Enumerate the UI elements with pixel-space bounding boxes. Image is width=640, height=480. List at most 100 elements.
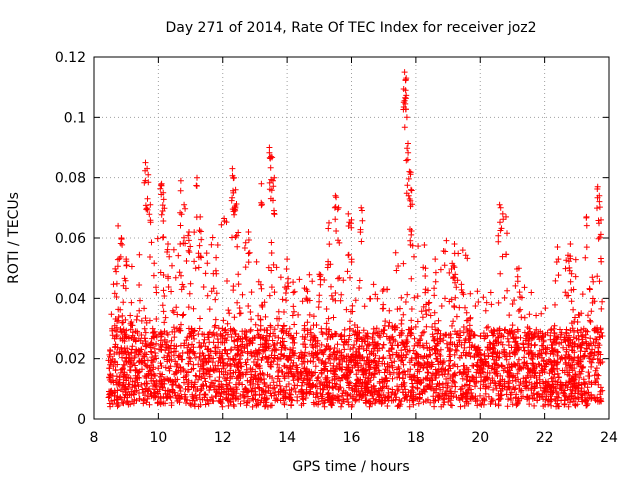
data-point — [236, 305, 243, 311]
data-point — [568, 298, 575, 305]
data-point — [398, 320, 405, 327]
data-point — [187, 280, 194, 287]
data-point — [427, 399, 434, 406]
data-point — [596, 198, 603, 205]
data-point — [200, 284, 207, 290]
data-point — [216, 368, 223, 375]
data-point — [304, 297, 311, 304]
data-point — [399, 357, 406, 364]
data-point — [337, 377, 344, 384]
data-point — [387, 340, 394, 346]
data-point — [402, 299, 409, 305]
data-point — [157, 185, 164, 192]
data-point — [345, 379, 351, 386]
data-point — [221, 339, 228, 346]
data-point — [259, 341, 266, 348]
data-point — [403, 190, 410, 197]
data-point — [536, 372, 543, 379]
data-point — [122, 316, 129, 323]
data-point — [541, 385, 548, 392]
data-point — [452, 271, 459, 278]
data-point — [494, 350, 501, 357]
data-point — [404, 368, 411, 374]
data-point — [316, 380, 323, 387]
data-point — [201, 375, 208, 382]
data-point — [272, 333, 278, 339]
data-point — [271, 210, 278, 217]
data-point — [166, 253, 173, 260]
data-point — [597, 384, 604, 391]
data-point — [233, 375, 240, 382]
data-point — [572, 256, 579, 263]
data-point — [263, 332, 270, 339]
data-point — [152, 382, 159, 389]
data-point — [235, 281, 242, 288]
data-point — [349, 387, 356, 394]
data-point — [271, 174, 278, 181]
data-point — [363, 347, 370, 354]
data-point — [336, 360, 342, 367]
data-point — [587, 335, 594, 342]
data-point — [570, 334, 577, 341]
data-point — [242, 393, 248, 400]
data-point — [227, 367, 234, 374]
data-point — [504, 287, 511, 294]
data-point — [517, 334, 524, 341]
data-point — [550, 351, 557, 358]
data-point — [319, 382, 326, 389]
data-point — [113, 280, 120, 287]
data-point — [242, 385, 249, 392]
data-point — [292, 388, 299, 395]
data-point — [591, 327, 598, 334]
data-point — [244, 356, 251, 363]
data-point — [555, 374, 562, 381]
data-point — [184, 386, 191, 393]
data-point — [270, 177, 276, 184]
data-point — [175, 252, 182, 259]
data-point — [118, 236, 125, 243]
data-point — [491, 328, 498, 335]
data-point — [321, 347, 328, 354]
data-point — [548, 402, 555, 409]
data-point — [170, 309, 177, 316]
data-point — [362, 389, 369, 396]
data-point — [230, 326, 237, 333]
data-point — [181, 340, 188, 347]
data-point — [310, 354, 317, 361]
data-point — [574, 361, 581, 368]
data-point — [220, 365, 227, 372]
data-point — [578, 326, 585, 333]
data-point — [377, 385, 384, 392]
data-point — [293, 362, 300, 369]
data-point — [108, 358, 115, 365]
data-point — [286, 353, 293, 360]
data-point — [457, 403, 464, 410]
data-point — [268, 250, 275, 256]
data-point — [493, 337, 499, 343]
data-point — [125, 351, 132, 358]
data-point — [344, 391, 351, 397]
data-point — [214, 242, 221, 248]
data-point — [370, 325, 377, 332]
data-point — [571, 329, 577, 335]
data-point — [402, 393, 409, 399]
data-point — [249, 395, 256, 402]
data-point — [463, 317, 470, 324]
data-point — [186, 229, 192, 235]
data-point — [512, 282, 519, 289]
data-point — [245, 259, 252, 266]
data-point — [153, 284, 159, 291]
x-tick-label: 12 — [214, 430, 232, 446]
data-point — [574, 327, 581, 334]
data-point — [268, 187, 275, 194]
data-point — [594, 398, 601, 405]
data-point — [536, 361, 543, 368]
data-point — [361, 338, 368, 345]
data-point — [459, 289, 466, 296]
data-point — [229, 165, 236, 172]
data-point — [224, 395, 230, 402]
data-point — [521, 284, 528, 291]
data-point — [563, 292, 570, 299]
data-point — [128, 346, 135, 353]
data-point — [147, 340, 154, 347]
